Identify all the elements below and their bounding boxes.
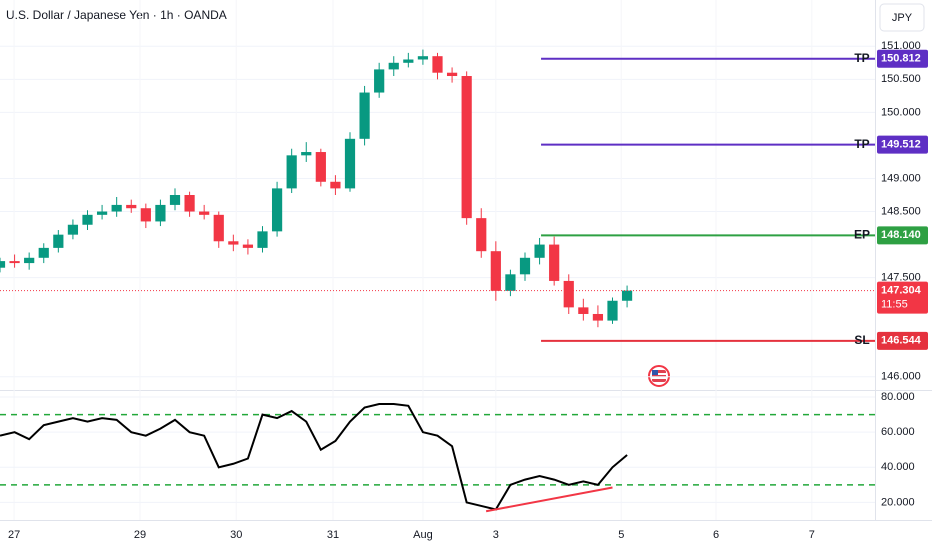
candle-body [592, 313, 604, 321]
candle-body [388, 62, 399, 70]
rsi-line [0, 403, 628, 511]
candle-body [242, 244, 254, 248]
y-tick-label: 149.000 [881, 172, 921, 184]
candle-body [301, 152, 312, 156]
flag-icon [648, 365, 670, 387]
candle-body [315, 152, 326, 182]
candle-body [0, 261, 6, 268]
candle-body [534, 244, 545, 258]
level-name: TP [854, 51, 869, 65]
currency-label: JPY [892, 12, 913, 24]
trend-line [485, 486, 613, 513]
candle-body [607, 300, 618, 321]
candle-body [9, 261, 20, 264]
y-tick-label: 146.000 [881, 371, 921, 383]
candle-body [578, 307, 589, 314]
candle-body [82, 214, 93, 225]
level-value-label: 150.812 [881, 53, 921, 65]
currency-button[interactable] [879, 3, 925, 32]
candle-body [432, 56, 443, 73]
candle-body [286, 155, 297, 189]
candle-body [53, 234, 64, 248]
x-tick-label: 5 [618, 529, 624, 541]
x-tick-label: 31 [327, 529, 339, 541]
y-tick-label: 148.500 [881, 205, 921, 217]
candle-body [271, 188, 283, 232]
y-tick-label: 150.500 [881, 73, 921, 85]
candle-body [96, 211, 108, 215]
x-tick-label: 30 [230, 529, 242, 541]
candle-body [67, 224, 79, 235]
candle-body [490, 251, 501, 291]
chart-title: U.S. Dollar / Japanese Yen · 1h · OANDA [6, 8, 227, 22]
candle-body [621, 290, 633, 301]
level-name: TP [854, 137, 869, 151]
level-badge [877, 49, 928, 68]
candle-body [330, 181, 341, 189]
x-tick-label: 6 [713, 529, 719, 541]
y-tick-label: 151.000 [881, 40, 921, 52]
candle-body [563, 280, 574, 308]
x-tick-label: 3 [493, 529, 499, 541]
x-tick-label: Aug [413, 529, 433, 541]
level-name: SL [854, 333, 869, 347]
x-tick-label: 29 [134, 529, 146, 541]
level-badge [877, 226, 928, 245]
candle-body [446, 72, 458, 77]
y-tick-label: 20.000 [881, 496, 915, 508]
candle-body [359, 92, 370, 139]
current-price-label: 147.304 [881, 284, 922, 296]
level-badge [877, 331, 928, 350]
candle-body [38, 247, 49, 258]
level-value-label: 149.512 [881, 139, 921, 151]
candle-body [461, 76, 472, 219]
candle-body [549, 244, 560, 281]
y-tick-label: 150.000 [881, 106, 921, 118]
candle-body [374, 69, 385, 93]
candle-body [155, 204, 166, 222]
candle-body [24, 257, 35, 264]
candle-body [403, 59, 414, 63]
y-tick-label: 80.000 [881, 391, 915, 403]
candle-body [126, 204, 137, 209]
candle-body [199, 211, 210, 215]
candle-body [505, 274, 516, 291]
level-badge [877, 135, 928, 154]
x-tick-label: 7 [809, 529, 815, 541]
level-value-label: 146.544 [881, 335, 922, 347]
candle-body [257, 231, 268, 248]
candle-body [111, 204, 122, 212]
countdown-label: 11:55 [881, 298, 908, 310]
candle-body [228, 241, 239, 245]
level-value-label: 148.140 [881, 229, 921, 241]
candle-body [476, 218, 487, 252]
candle-body [184, 195, 195, 212]
y-tick-label: 60.000 [881, 426, 915, 438]
candle-body [213, 214, 224, 242]
candle-body [519, 257, 531, 275]
candle-body [417, 56, 429, 60]
y-tick-label: 40.000 [881, 461, 915, 473]
candle-body [140, 208, 151, 222]
candle-body [169, 195, 181, 205]
current-price-badge [877, 281, 928, 314]
candle-body [344, 138, 356, 189]
x-tick-label: 27 [8, 529, 20, 541]
y-tick-label: 147.500 [881, 272, 921, 284]
level-name: EP [854, 227, 870, 241]
